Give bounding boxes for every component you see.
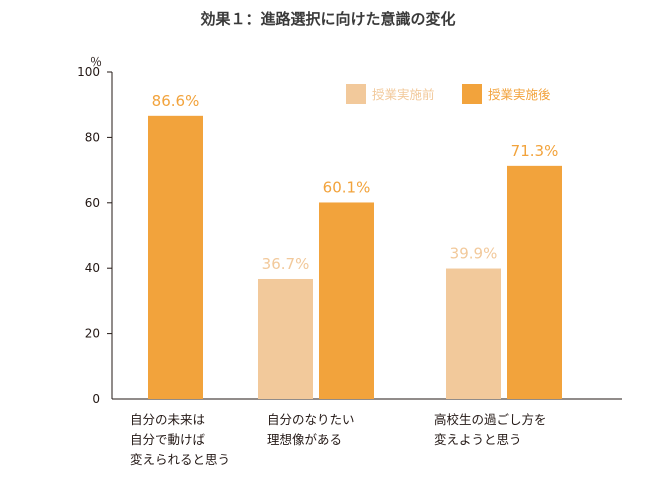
bar-after <box>319 202 374 399</box>
y-tick-label: 60 <box>85 196 100 210</box>
data-label: 71.3% <box>511 142 559 160</box>
category-label-line: 自分のなりたい <box>267 412 355 427</box>
y-axis-unit: ％ <box>90 55 102 69</box>
bar-before <box>258 278 313 399</box>
bar-before <box>446 268 501 399</box>
category-label-line: 自分の未来は <box>130 412 205 427</box>
data-label: 39.9% <box>450 245 498 263</box>
y-tick-label: 20 <box>85 327 100 341</box>
legend-label: 授業実施前 <box>372 87 435 102</box>
category-label-line: 高校生の過ごし方を <box>434 412 547 427</box>
category-label-line: 変えられると思う <box>130 452 230 467</box>
y-tick-label: 100 <box>77 65 100 79</box>
category-label: 自分の未来は自分で動けば変えられると思う <box>130 412 230 467</box>
y-tick-label: 40 <box>85 261 100 275</box>
legend-label: 授業実施後 <box>488 87 551 102</box>
data-label: 86.6% <box>152 92 200 110</box>
bar-after <box>148 115 203 400</box>
category-label: 自分のなりたい理想像がある <box>267 412 355 447</box>
y-tick-label: 80 <box>85 130 100 144</box>
category-label: 高校生の過ごし方を変えようと思う <box>434 412 547 447</box>
legend-swatch <box>346 84 366 104</box>
plot-area: 0 20 40 60 80 100 36.7% 39.9% 86.6% 60.1% 71.3% 自分の… <box>77 65 622 467</box>
legend-swatch <box>462 84 482 104</box>
data-label: 36.7% <box>262 255 310 273</box>
category-label-line: 理想像がある <box>267 432 342 447</box>
chart-title: 効果１：進路選択に向けた意識の変化 <box>200 10 455 28</box>
category-label-line: 自分で動けば <box>130 432 206 447</box>
category-label-line: 変えようと思う <box>434 432 522 447</box>
y-tick-label: 0 <box>92 392 100 406</box>
bar-after <box>507 165 562 399</box>
data-label: 60.1% <box>323 178 371 196</box>
